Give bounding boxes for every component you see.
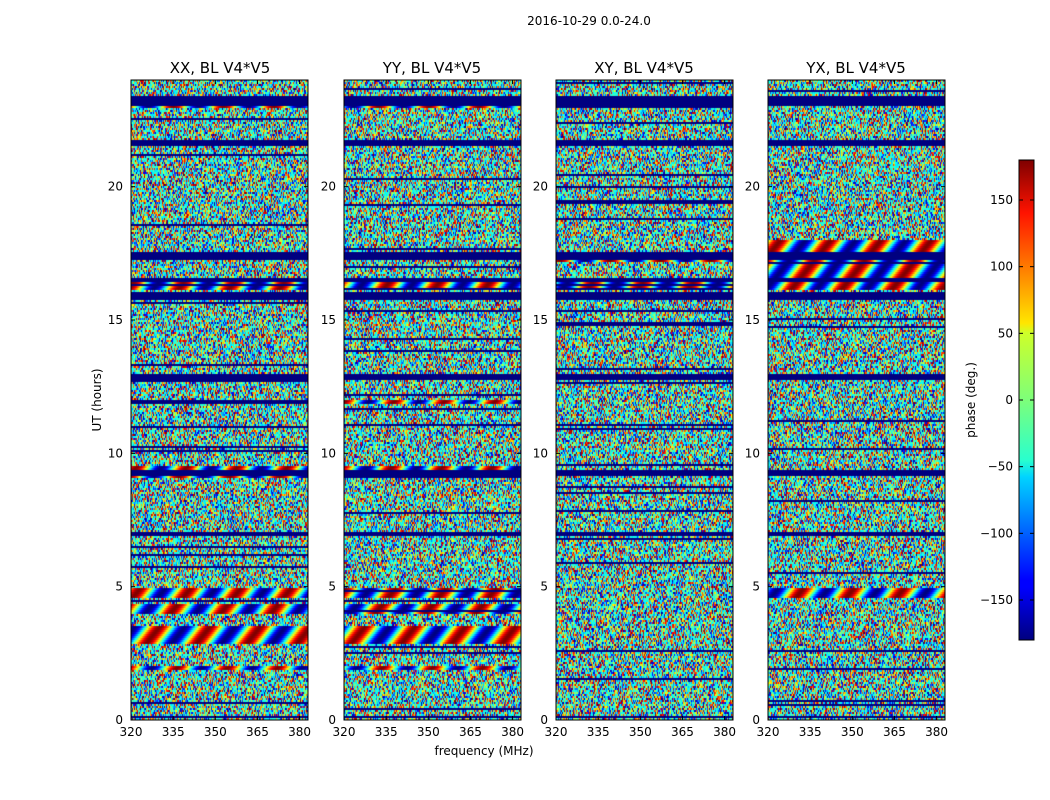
axis-ticks: 320 335 350 365 380 0 5 10 15 20 320 335 350 365 380 0 5… bbox=[108, 80, 948, 739]
panel-4-frame bbox=[767, 79, 946, 721]
y-tick-label-1-2: 10 bbox=[108, 446, 123, 460]
x-tick-label-2-1: 335 bbox=[375, 725, 398, 739]
y-tick-label-3-2: 10 bbox=[533, 446, 548, 460]
x-tick-label-2-0: 320 bbox=[333, 725, 356, 739]
heatmap-3-canvas bbox=[556, 80, 733, 720]
x-tick-label-3-2: 350 bbox=[629, 725, 652, 739]
x-tick-label-4-2: 350 bbox=[841, 725, 864, 739]
y-tick-label-3-3: 15 bbox=[533, 313, 548, 327]
heatmap-1-image bbox=[131, 80, 308, 720]
heatmap-4 bbox=[767, 79, 946, 721]
y-tick-label-1-0: 0 bbox=[115, 713, 123, 727]
x-tick-label-3-0: 320 bbox=[545, 725, 568, 739]
colorbar: 150 100 50 0 −50 −100 −150 phase (deg.) bbox=[964, 159, 1035, 641]
x-tick-label-4-0: 320 bbox=[757, 725, 780, 739]
y-axis-label: UT (hours) bbox=[90, 368, 104, 431]
y-tick-label-3-0: 0 bbox=[540, 713, 548, 727]
heatmap-2 bbox=[343, 79, 522, 721]
heatmap-1 bbox=[130, 79, 309, 721]
heatmap-3 bbox=[555, 79, 734, 721]
x-tick-label-1-0: 320 bbox=[120, 725, 143, 739]
x-tick-label-2-4: 380 bbox=[501, 725, 524, 739]
y-tick-label-2-0: 0 bbox=[328, 713, 336, 727]
x-tick-label-1-4: 380 bbox=[288, 725, 311, 739]
y-tick-label-2-1: 5 bbox=[328, 580, 336, 594]
x-tick-label-3-1: 335 bbox=[587, 725, 610, 739]
y-tick-label-4-2: 10 bbox=[745, 446, 760, 460]
y-tick-label-1-1: 5 bbox=[115, 580, 123, 594]
y-tick-label-2-4: 20 bbox=[321, 180, 336, 194]
colorbar-tick-label-0: 150 bbox=[990, 193, 1013, 207]
x-tick-label-2-3: 365 bbox=[459, 725, 482, 739]
y-tick-label-3-4: 20 bbox=[533, 180, 548, 194]
panel-1-frame bbox=[130, 79, 309, 721]
panel-4-title: YX, BL V4*V5 bbox=[805, 59, 906, 77]
panel-2-title: YY, BL V4*V5 bbox=[382, 59, 481, 77]
x-tick-label-1-2: 350 bbox=[204, 725, 227, 739]
panel-1-title: XX, BL V4*V5 bbox=[170, 59, 271, 77]
colorbar-tick-label-2: 50 bbox=[998, 326, 1013, 340]
colorbar-label: phase (deg.) bbox=[964, 362, 978, 438]
y-tick-label-2-2: 10 bbox=[321, 446, 336, 460]
x-tick-label-1-3: 365 bbox=[246, 725, 269, 739]
heatmap-4-canvas bbox=[768, 80, 945, 720]
y-tick-label-4-1: 5 bbox=[752, 580, 760, 594]
x-tick-label-3-3: 365 bbox=[671, 725, 694, 739]
colorbar-tick-label-1: 100 bbox=[990, 260, 1013, 274]
x-tick-label-3-4: 380 bbox=[713, 725, 736, 739]
panel-group: XX, BL V4*V5 YY, BL V4*V5 XY, BL V4*V5 Y… bbox=[170, 59, 906, 77]
x-tick-label-4-1: 335 bbox=[799, 725, 822, 739]
y-tick-label-1-3: 15 bbox=[108, 313, 123, 327]
panel-3-frame bbox=[555, 79, 734, 721]
heatmap-2-canvas bbox=[344, 80, 521, 720]
y-tick-label-4-4: 20 bbox=[745, 180, 760, 194]
y-tick-label-4-3: 15 bbox=[745, 313, 760, 327]
x-tick-label-1-1: 335 bbox=[162, 725, 185, 739]
y-tick-label-1-4: 20 bbox=[108, 180, 123, 194]
y-tick-label-4-0: 0 bbox=[752, 713, 760, 727]
x-tick-label-2-2: 350 bbox=[417, 725, 440, 739]
y-tick-label-3-1: 5 bbox=[540, 580, 548, 594]
figure-suptitle: 2016-10-29 0.0-24.0 bbox=[527, 14, 651, 28]
panel-2-frame bbox=[343, 79, 522, 721]
heatmap-2-image bbox=[344, 80, 521, 720]
heatmap-panels bbox=[130, 79, 946, 721]
colorbar-tick-label-6: −150 bbox=[980, 593, 1013, 607]
colorbar-tick-label-5: −100 bbox=[980, 526, 1013, 540]
colorbar-tick-label-3: 0 bbox=[1005, 393, 1013, 407]
y-tick-label-2-3: 15 bbox=[321, 313, 336, 327]
colorbar-ticks: 150 100 50 0 −50 −100 −150 bbox=[980, 193, 1034, 607]
x-axis-label: frequency (MHz) bbox=[434, 744, 533, 758]
heatmap-1-canvas bbox=[131, 80, 308, 720]
heatmap-4-image bbox=[768, 80, 945, 720]
panel-3-title: XY, BL V4*V5 bbox=[594, 59, 694, 77]
x-tick-label-4-4: 380 bbox=[925, 725, 948, 739]
heatmap-3-image bbox=[556, 80, 733, 720]
x-tick-label-4-3: 365 bbox=[883, 725, 906, 739]
colorbar-tick-label-4: −50 bbox=[988, 460, 1013, 474]
